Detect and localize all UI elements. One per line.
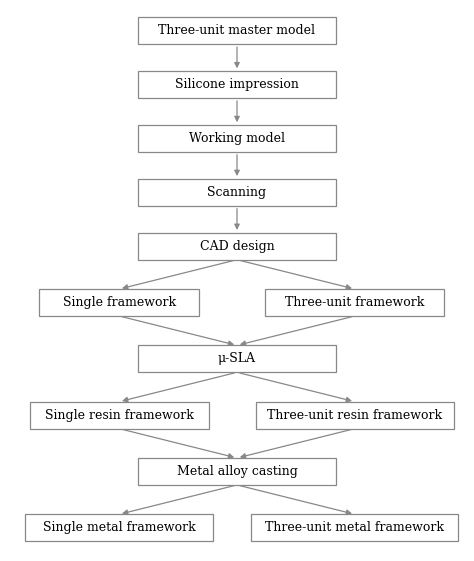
Text: Three-unit resin framework: Three-unit resin framework [267,408,442,422]
FancyBboxPatch shape [256,402,454,429]
FancyBboxPatch shape [138,179,336,206]
FancyBboxPatch shape [138,17,336,44]
Text: Scanning: Scanning [208,186,266,199]
FancyBboxPatch shape [138,458,336,485]
Text: Single metal framework: Single metal framework [43,521,196,534]
Text: Three-unit framework: Three-unit framework [285,296,425,309]
Text: Silicone impression: Silicone impression [175,78,299,91]
FancyBboxPatch shape [265,289,444,316]
Text: Single resin framework: Single resin framework [45,408,194,422]
Text: Three-unit metal framework: Three-unit metal framework [265,521,444,534]
FancyBboxPatch shape [138,71,336,98]
Text: Single framework: Single framework [63,296,176,309]
FancyBboxPatch shape [39,289,199,316]
FancyBboxPatch shape [25,514,213,541]
FancyBboxPatch shape [138,233,336,260]
Text: Working model: Working model [189,132,285,145]
Text: μ-SLA: μ-SLA [218,352,256,365]
Text: Metal alloy casting: Metal alloy casting [176,465,298,478]
FancyBboxPatch shape [251,514,458,541]
FancyBboxPatch shape [138,125,336,152]
Text: CAD design: CAD design [200,240,274,252]
FancyBboxPatch shape [30,402,209,429]
Text: Three-unit master model: Three-unit master model [158,24,316,37]
FancyBboxPatch shape [138,346,336,373]
